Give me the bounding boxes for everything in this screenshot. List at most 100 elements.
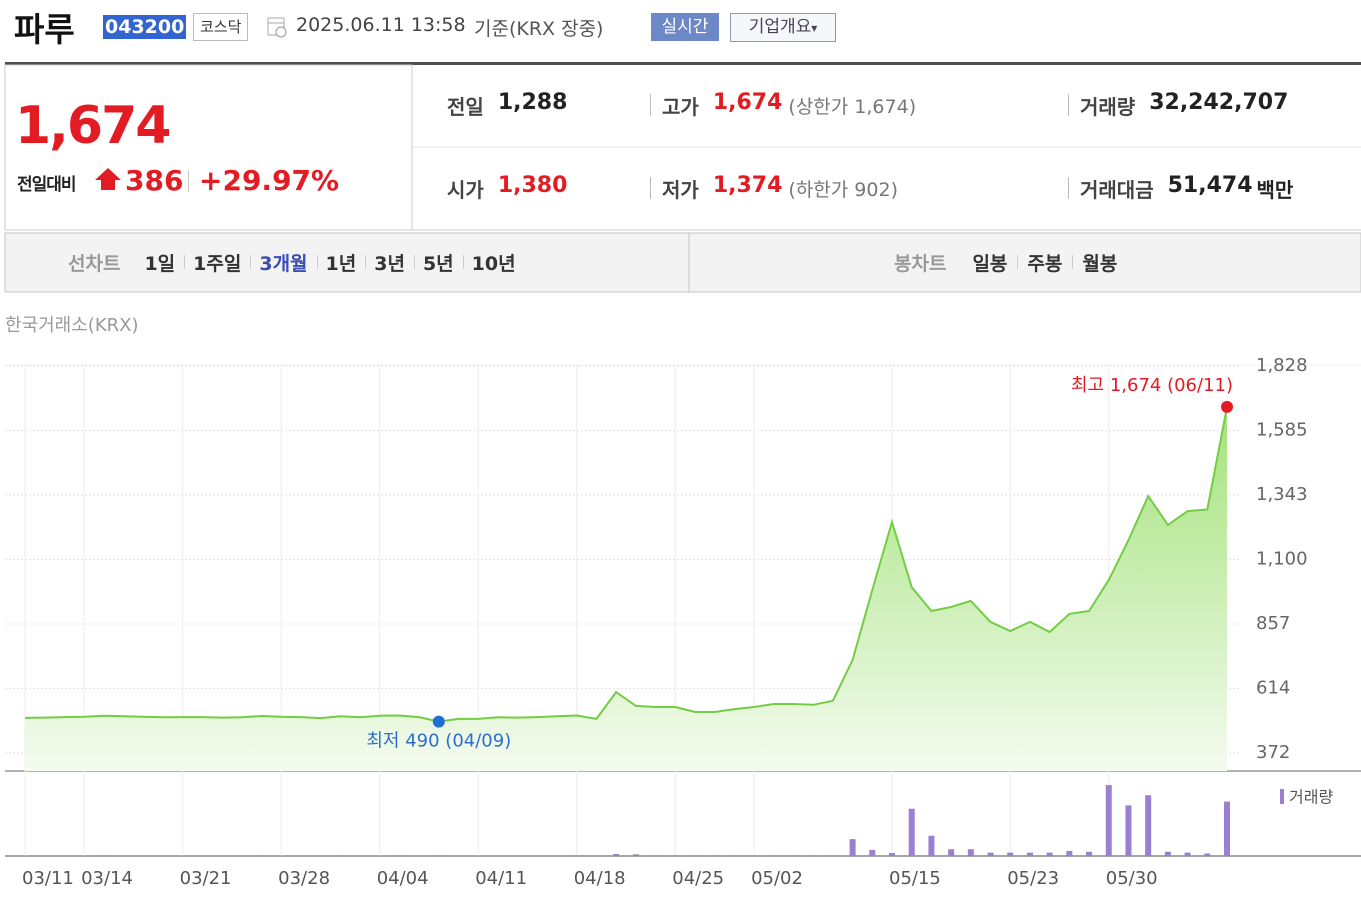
candle-chart-label[interactable]: 봉차트 — [894, 253, 947, 275]
period-tab[interactable]: 1년 — [325, 253, 357, 275]
stat-value: 1,288 — [497, 90, 568, 115]
volume-bar — [416, 855, 423, 856]
line-chart-label[interactable]: 선차트 — [68, 253, 121, 275]
header-rule — [5, 62, 1361, 65]
price-box — [4, 64, 413, 231]
tab-sep — [1072, 255, 1074, 269]
stat-label: 전일 — [447, 95, 484, 119]
tab-sep — [1017, 255, 1019, 269]
x-tick-label: 04/11 — [475, 868, 527, 889]
volume-bar — [889, 852, 896, 856]
period-tab[interactable]: 3년 — [374, 253, 405, 275]
volume-bar — [672, 855, 679, 856]
volume-bar — [593, 855, 600, 856]
volume-bar — [278, 855, 285, 856]
volume-legend-swatch — [1280, 789, 1284, 804]
calendar-icon — [267, 17, 287, 38]
period-tab[interactable]: 1일 — [144, 253, 176, 275]
up-arrow — [95, 168, 121, 180]
x-tick-label: 03/28 — [278, 868, 330, 889]
volume-bar — [908, 808, 915, 856]
realtime-button[interactable]: 실시간 — [651, 13, 719, 41]
volume-bar — [297, 855, 304, 856]
y-tick-label: 857 — [1256, 613, 1290, 634]
volume-bar — [948, 849, 955, 856]
stat-label: 저가 — [662, 178, 699, 202]
period-tab[interactable]: 5년 — [422, 253, 454, 275]
x-tick-label: 05/15 — [889, 868, 941, 889]
tab-sep — [184, 255, 186, 269]
tab-sep — [316, 255, 318, 269]
volume-bar — [1125, 805, 1132, 856]
candle-tab[interactable]: 월봉 — [1082, 253, 1118, 275]
volume-bar — [337, 855, 344, 856]
x-tick-label: 05/02 — [751, 868, 803, 889]
stat-label: 거래량 — [1080, 95, 1136, 119]
price-line — [24, 406, 1228, 723]
stat-unit: 백만 — [1256, 178, 1294, 202]
up-arrow-stem — [101, 180, 115, 190]
change-sep — [188, 170, 189, 192]
volume-bar — [810, 855, 817, 856]
y-tick-label: 1,828 — [1256, 355, 1308, 376]
stat-sep — [650, 177, 651, 199]
volume-bar — [613, 853, 620, 856]
change-rate: +29.97% — [199, 164, 340, 197]
volume-bar — [435, 855, 442, 856]
period-tab[interactable]: 10년 — [471, 253, 516, 275]
volume-bar — [1204, 853, 1211, 856]
x-tick-label: 04/18 — [574, 868, 626, 889]
x-tick-label: 03/14 — [81, 868, 133, 889]
volume-bar — [475, 855, 482, 856]
y-tick-label: 1,100 — [1256, 548, 1308, 569]
stat-sep — [1068, 177, 1069, 199]
x-tick-label: 04/04 — [377, 868, 429, 889]
volume-bar — [554, 855, 561, 856]
timestamp: 2025.06.11 13:58 — [296, 14, 466, 36]
period-tab[interactable]: 3개월 — [259, 253, 308, 275]
source-label: 한국거래소(KRX) — [5, 315, 139, 336]
candle-tab[interactable]: 주봉 — [1027, 253, 1063, 275]
stat-value: 1,674 — [712, 90, 783, 115]
volume-bar — [1046, 852, 1053, 856]
change-label: 전일대비 — [17, 175, 77, 195]
stat-value: 32,242,707 — [1149, 90, 1289, 115]
volume-bar — [179, 855, 186, 856]
stat-label: 고가 — [662, 95, 699, 119]
volume-bar — [41, 855, 48, 856]
volume-bar — [317, 855, 324, 856]
high-marker — [1221, 400, 1233, 413]
x-tick-label: 04/25 — [672, 868, 724, 889]
volume-bar — [1184, 852, 1191, 856]
y-tick-label: 1,343 — [1256, 484, 1308, 505]
stat-value: 1,374 — [712, 173, 783, 198]
volume-bar — [731, 855, 738, 856]
volume-bar — [1145, 795, 1152, 856]
company-button[interactable]: 기업개요▾ — [730, 13, 836, 42]
volume-bar — [751, 855, 758, 856]
stat-value: 1,380 — [497, 173, 568, 198]
y-tick-label: 614 — [1256, 678, 1290, 699]
volume-bar — [967, 849, 974, 856]
volume-bar — [1007, 852, 1014, 856]
stat-note: (하한가 902) — [788, 179, 898, 201]
x-tick-label: 03/21 — [180, 868, 232, 889]
volume-bar — [632, 854, 639, 856]
period-tab[interactable]: 1주일 — [193, 253, 242, 275]
stat-label: 거래대금 — [1080, 178, 1154, 202]
tab-sep — [413, 255, 415, 269]
volume-bar — [869, 849, 876, 856]
volume-bar — [652, 855, 659, 856]
low-marker — [432, 715, 445, 728]
candle-tab[interactable]: 일봉 — [972, 253, 1008, 275]
stock-name: 파루 — [14, 10, 75, 49]
volume-bar — [534, 855, 541, 856]
high-annotation: 최고 1,674 (06/11) — [1071, 375, 1233, 396]
x-tick-label: 05/30 — [1106, 868, 1158, 889]
stat-label: 시가 — [447, 178, 484, 202]
change-value: 386 — [125, 164, 184, 197]
volume-bar — [120, 855, 127, 856]
y-tick-label: 1,585 — [1256, 420, 1308, 441]
